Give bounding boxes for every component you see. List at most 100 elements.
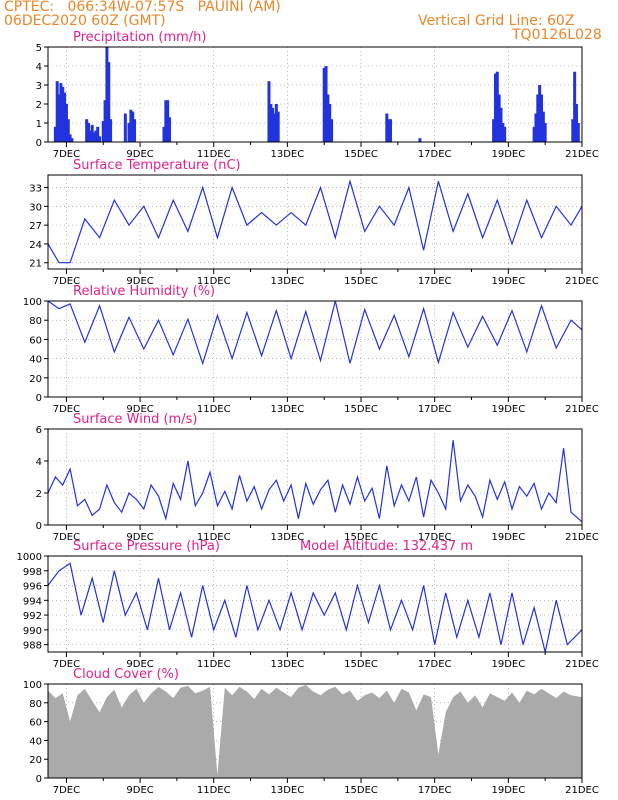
header-grid-note: Vertical Grid Line: 60Z bbox=[418, 13, 575, 29]
humidity-panel: 0 20 40 60 80 100 7DEC 9DEC 11DEC 13DEC 15DEC 17DEC… bbox=[23, 284, 599, 415]
humidity-title: Relative Humidity (%) bbox=[73, 284, 215, 299]
precip-bar bbox=[536, 94, 540, 142]
x-tick-label: 9DEC bbox=[126, 659, 153, 670]
x-tick-label: 21DEC bbox=[565, 785, 599, 796]
x-tick-label: 17DEC bbox=[418, 404, 452, 415]
x-tick-label: 21DEC bbox=[565, 659, 599, 670]
y-tick-label: 40 bbox=[29, 355, 42, 366]
precip-bar bbox=[532, 126, 536, 142]
precip-bar bbox=[493, 73, 497, 142]
y-tick-label: 0 bbox=[36, 138, 42, 149]
y-tick-label: 80 bbox=[29, 316, 42, 327]
precip-bar bbox=[123, 113, 127, 142]
y-tick-label: 40 bbox=[29, 736, 42, 747]
precip-bar bbox=[94, 130, 98, 142]
precip-bar bbox=[107, 62, 111, 143]
precip-bar bbox=[387, 119, 391, 142]
model-altitude-label: Model Altitude: 132.437 m bbox=[300, 539, 473, 554]
precip-bar bbox=[85, 119, 89, 142]
x-tick-label: 11DEC bbox=[197, 532, 231, 543]
precip-bar bbox=[88, 130, 92, 142]
precip-bar bbox=[541, 111, 545, 142]
cloud-cover-title: Cloud Cover (%) bbox=[73, 667, 179, 682]
x-tick-label: 13DEC bbox=[271, 659, 305, 670]
precip-bar bbox=[131, 111, 135, 142]
x-tick-label: 13DEC bbox=[271, 276, 305, 287]
pressure-line bbox=[47, 562, 583, 653]
y-tick-label: 990 bbox=[23, 626, 42, 637]
x-tick-label: 9DEC bbox=[126, 404, 153, 415]
y-tick-label: 21 bbox=[29, 259, 42, 270]
y-tick-label: 996 bbox=[23, 582, 42, 593]
precip-bar bbox=[571, 119, 575, 142]
precip-bar bbox=[61, 86, 65, 142]
x-tick-label: 11DEC bbox=[197, 785, 231, 796]
x-tick-label: 15DEC bbox=[344, 532, 378, 543]
precip-bar bbox=[87, 123, 91, 142]
x-tick-label: 13DEC bbox=[271, 404, 305, 415]
x-tick-label: 11DEC bbox=[197, 276, 231, 287]
x-tick-label: 17DEC bbox=[418, 149, 452, 160]
x-tick-label: 9DEC bbox=[126, 149, 153, 160]
cloud-cover-panel: 0 20 40 60 80 100 7DEC 9DEC 11DEC 13DEC 15DEC 17DEC… bbox=[23, 667, 599, 796]
precip-bar bbox=[133, 119, 137, 142]
x-tick-label: 17DEC bbox=[418, 785, 452, 796]
x-tick-label: 19DEC bbox=[491, 659, 525, 670]
wind-line bbox=[47, 440, 583, 523]
y-tick-label: 998 bbox=[23, 567, 42, 578]
precip-bar bbox=[57, 94, 61, 142]
precip-bar bbox=[276, 111, 280, 142]
y-tick-label: 3 bbox=[36, 81, 42, 92]
plot-frame bbox=[47, 300, 583, 398]
precip-bar bbox=[269, 104, 273, 142]
y-tick-label: 100 bbox=[23, 297, 42, 308]
temperature-panel: 21 24 27 30 33 7DEC 9DEC 11DEC 13DEC 15DEC 17DEC 19… bbox=[29, 158, 599, 287]
precip-bar bbox=[539, 94, 543, 142]
y-tick-label: 24 bbox=[29, 240, 42, 251]
precip-bar bbox=[92, 132, 96, 142]
precipitation-title: Precipitation (mm/h) bbox=[73, 30, 206, 45]
precip-bar bbox=[103, 100, 107, 142]
precip-bar bbox=[324, 66, 328, 142]
header-date: 06DEC2020 60Z (GMT) bbox=[4, 13, 166, 29]
x-tick-label: 11DEC bbox=[197, 404, 231, 415]
plot-frame bbox=[47, 428, 583, 526]
precip-bar bbox=[330, 119, 334, 142]
x-tick-label: 17DEC bbox=[418, 659, 452, 670]
x-tick-label: 7DEC bbox=[53, 149, 80, 160]
x-tick-label: 19DEC bbox=[491, 404, 525, 415]
precip-bar bbox=[538, 85, 542, 142]
precip-bar bbox=[534, 113, 538, 142]
header-model-id: TQ0126L028 bbox=[512, 27, 602, 43]
humidity-line bbox=[47, 300, 583, 366]
precip-bar bbox=[162, 126, 166, 142]
y-tick-label: 80 bbox=[29, 699, 42, 710]
x-tick-label: 7DEC bbox=[53, 785, 80, 796]
precip-bar bbox=[166, 100, 170, 142]
temperature-line bbox=[47, 179, 583, 264]
precip-bar bbox=[492, 119, 496, 142]
x-tick-label: 17DEC bbox=[418, 532, 452, 543]
x-tick-label: 15DEC bbox=[344, 785, 378, 796]
x-tick-label: 13DEC bbox=[271, 785, 305, 796]
x-tick-label: 11DEC bbox=[197, 659, 231, 670]
y-tick-label: 100 bbox=[23, 680, 42, 691]
y-tick-label: 992 bbox=[23, 611, 42, 622]
x-tick-label: 19DEC bbox=[491, 532, 525, 543]
precip-bar bbox=[129, 109, 133, 142]
y-tick-label: 30 bbox=[29, 202, 42, 213]
precip-bar bbox=[53, 126, 57, 142]
precip-bar bbox=[543, 123, 547, 142]
x-tick-label: 13DEC bbox=[271, 532, 305, 543]
y-tick-label: 0 bbox=[36, 393, 42, 404]
precip-bar bbox=[109, 119, 113, 142]
precip-bar bbox=[127, 123, 131, 142]
precip-bar bbox=[576, 123, 580, 142]
precip-bar bbox=[55, 81, 59, 142]
precip-bar bbox=[66, 119, 70, 142]
precip-bar bbox=[499, 107, 503, 142]
header-location: CPTEC: 066:34W-07:57S PAUINI (AM) bbox=[4, 0, 281, 15]
pressure-title: Surface Pressure (hPa) bbox=[73, 539, 220, 554]
x-tick-label: 21DEC bbox=[565, 276, 599, 287]
